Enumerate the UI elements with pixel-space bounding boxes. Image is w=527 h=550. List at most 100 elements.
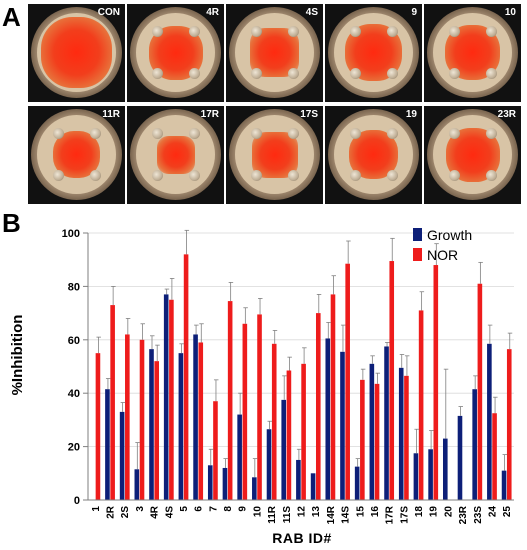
nor-bar (345, 263, 350, 500)
red-colony (41, 17, 112, 88)
plate-photo: 10 (424, 4, 521, 102)
x-tick-label: 17S (399, 506, 410, 524)
nor-bar (374, 383, 380, 500)
y-tick-label: 60 (68, 335, 80, 347)
antibiotic-disk (449, 68, 460, 79)
plate-label: 9 (411, 7, 417, 18)
antibiotic-disk (486, 170, 497, 181)
plate-photo: 4R (127, 4, 224, 102)
nor-bar (418, 310, 424, 500)
nor-bar (330, 294, 336, 500)
plate-label: 17R (200, 109, 219, 120)
antibiotic-disk (350, 128, 361, 139)
nor-bar (257, 314, 262, 500)
nor-bar (242, 323, 248, 500)
x-tick-label: 2R (106, 505, 117, 519)
nor-bar (286, 370, 292, 500)
y-tick-label: 20 (68, 442, 80, 454)
plate-label: 4S (305, 7, 318, 18)
x-tick-label: 9 (238, 506, 249, 512)
antibiotic-disk (189, 128, 200, 139)
growth-bar (266, 429, 272, 500)
y-tick-label: 100 (62, 228, 80, 240)
antibiotic-disk (288, 128, 299, 139)
y-tick-label: 80 (68, 281, 80, 293)
growth-bar (252, 477, 257, 500)
x-tick-label: 11R (267, 505, 278, 524)
x-tick-label: 1 (91, 506, 102, 512)
antibiotic-disk (486, 128, 497, 139)
antibiotic-disk (90, 128, 101, 139)
antibiotic-disk (152, 170, 163, 181)
x-tick-label: 8 (223, 506, 234, 512)
antibiotic-disk (387, 68, 398, 79)
plate-label: 19 (405, 109, 417, 120)
x-tick-label: 18 (414, 506, 425, 518)
antibiotic-disk (189, 170, 200, 181)
x-tick-label: 6 (194, 506, 205, 512)
antibiotic-disk (152, 68, 163, 79)
plate-photo-grid: CON 4R 4S 9 10 11R 17R 17S 19 23R (28, 4, 524, 204)
plate-photo: 17S (226, 106, 323, 204)
x-tick-label: 19 (429, 506, 440, 518)
antibiotic-disk (251, 68, 262, 79)
growth-bar (501, 470, 507, 500)
x-tick-label: 16 (370, 506, 381, 518)
nor-bar (227, 301, 233, 500)
x-tick-label: 10 (252, 506, 263, 518)
plate-photo: 23R (424, 106, 521, 204)
growth-bar (398, 367, 404, 500)
growth-bar (149, 349, 154, 500)
nor-bar (404, 375, 409, 500)
antibiotic-disk (152, 128, 163, 139)
plate-label: 10 (504, 7, 516, 18)
y-axis-label: %Inhibition (9, 315, 26, 396)
antibiotic-disk (486, 68, 497, 79)
panel-b-label: B (2, 208, 21, 238)
x-tick-label: 23R (458, 505, 469, 524)
nor-bar (433, 265, 439, 500)
chart-legend: Growth NOR (413, 227, 472, 263)
chart-bars (95, 254, 512, 500)
x-tick-label: 14R (326, 505, 337, 524)
growth-bar (340, 351, 345, 500)
nor-bar (154, 361, 160, 500)
red-colony (251, 131, 298, 178)
growth-bar (296, 459, 301, 500)
growth-bar (222, 467, 228, 500)
x-tick-label: 11S (282, 506, 293, 524)
nor-bar (198, 342, 204, 500)
x-tick-label: 4R (150, 505, 161, 519)
antibiotic-disk (251, 170, 262, 181)
nor-bar (315, 313, 321, 500)
growth-bar (281, 399, 287, 500)
nor-bar (492, 413, 497, 500)
nor-bar (389, 261, 395, 500)
antibiotic-disk (53, 170, 64, 181)
x-tick-label: 14S (341, 506, 352, 524)
antibiotic-disk (387, 170, 398, 181)
y-tick-label: 40 (68, 388, 80, 400)
growth-bar (442, 438, 448, 500)
plate-photo: 19 (325, 106, 422, 204)
x-tick-label: 15 (355, 506, 366, 518)
antibiotic-disk (449, 26, 460, 37)
nor-bar (183, 254, 189, 500)
growth-bar (369, 363, 375, 500)
x-tick-label: 12 (297, 506, 308, 518)
panel-a-label: A (2, 2, 21, 32)
x-tick-label: 23S (473, 506, 484, 524)
x-tick-label: 24 (487, 506, 498, 518)
plate-label: 23R (497, 109, 516, 120)
nor-bar (477, 283, 483, 500)
plate-photo: 17R (127, 106, 224, 204)
growth-bar (457, 415, 463, 500)
nor-bar (139, 339, 145, 500)
growth-bar (119, 411, 125, 500)
nor-bar (95, 353, 101, 500)
x-tick-label: 7 (208, 506, 219, 512)
red-colony (156, 135, 195, 174)
growth-bar (134, 469, 140, 500)
plate-label: 4R (206, 7, 219, 18)
antibiotic-disk (486, 26, 497, 37)
